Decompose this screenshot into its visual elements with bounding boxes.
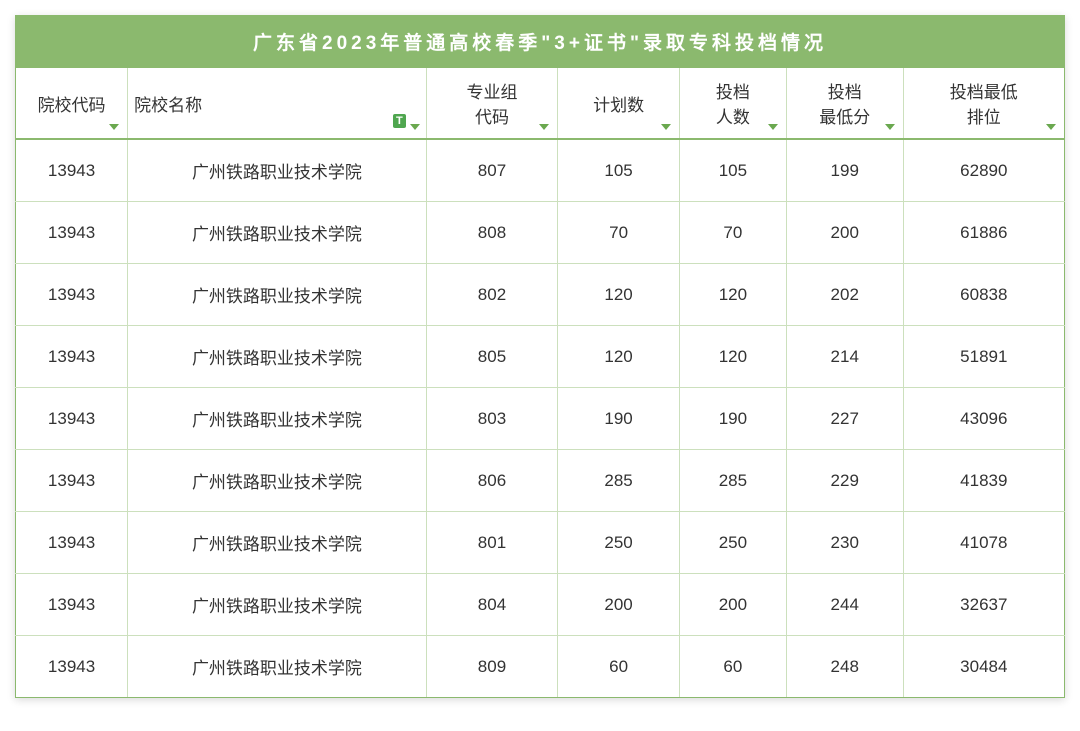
cell-min-score: 244 [786, 574, 903, 636]
table-row: 13943广州铁路职业技术学院80212012020260838 [16, 264, 1065, 326]
cell-major-group-code: 807 [426, 139, 558, 202]
header-label: 院校名称 [134, 96, 202, 115]
cell-school-code: 13943 [16, 512, 128, 574]
header-min-score[interactable]: 投档 最低分 [786, 68, 903, 140]
header-plan-count[interactable]: 计划数 [558, 68, 680, 140]
cell-admission-count: 60 [679, 636, 786, 698]
header-min-rank[interactable]: 投档最低 排位 [903, 68, 1064, 140]
cell-min-rank: 30484 [903, 636, 1064, 698]
cell-min-rank: 60838 [903, 264, 1064, 326]
cell-plan-count: 250 [558, 512, 680, 574]
cell-school-code: 13943 [16, 264, 128, 326]
cell-plan-count: 70 [558, 202, 680, 264]
cell-min-score: 248 [786, 636, 903, 698]
table-title: 广东省2023年普通高校春季"3+证书"录取专科投档情况 [16, 16, 1065, 68]
cell-school-code: 13943 [16, 636, 128, 698]
cell-plan-count: 120 [558, 264, 680, 326]
cell-admission-count: 120 [679, 264, 786, 326]
cell-admission-count: 120 [679, 326, 786, 388]
admission-table: 广东省2023年普通高校春季"3+证书"录取专科投档情况 院校代码 院校名称 T… [15, 15, 1065, 698]
cell-major-group-code: 803 [426, 388, 558, 450]
filter-dropdown-icon[interactable] [1046, 124, 1056, 130]
cell-school-code: 13943 [16, 202, 128, 264]
cell-min-rank: 51891 [903, 326, 1064, 388]
cell-major-group-code: 801 [426, 512, 558, 574]
header-label: 计划数 [593, 96, 644, 115]
cell-school-name: 广州铁路职业技术学院 [128, 450, 427, 512]
filter-dropdown-icon[interactable] [768, 124, 778, 130]
cell-school-name: 广州铁路职业技术学院 [128, 264, 427, 326]
text-badge-icon: T [393, 114, 406, 128]
table-row: 13943广州铁路职业技术学院80628528522941839 [16, 450, 1065, 512]
header-major-group-code[interactable]: 专业组 代码 [426, 68, 558, 140]
cell-plan-count: 105 [558, 139, 680, 202]
cell-admission-count: 105 [679, 139, 786, 202]
filter-dropdown-icon[interactable] [109, 124, 119, 130]
cell-plan-count: 60 [558, 636, 680, 698]
filter-dropdown-icon[interactable] [410, 124, 420, 130]
table-row: 13943广州铁路职业技术学院80319019022743096 [16, 388, 1065, 450]
cell-major-group-code: 802 [426, 264, 558, 326]
cell-min-score: 230 [786, 512, 903, 574]
cell-major-group-code: 808 [426, 202, 558, 264]
cell-major-group-code: 809 [426, 636, 558, 698]
table-row: 13943广州铁路职业技术学院80420020024432637 [16, 574, 1065, 636]
cell-min-rank: 32637 [903, 574, 1064, 636]
cell-plan-count: 200 [558, 574, 680, 636]
cell-min-rank: 61886 [903, 202, 1064, 264]
filter-dropdown-icon[interactable] [539, 124, 549, 130]
table-row: 13943广州铁路职业技术学院808707020061886 [16, 202, 1065, 264]
header-label: 投档最低 排位 [950, 78, 1018, 128]
cell-min-score: 199 [786, 139, 903, 202]
table-header-row: 院校代码 院校名称 T 专业组 代码 计划数 投档 人数 投档 最低分 [16, 68, 1065, 140]
cell-school-code: 13943 [16, 388, 128, 450]
cell-admission-count: 70 [679, 202, 786, 264]
cell-major-group-code: 805 [426, 326, 558, 388]
cell-min-rank: 43096 [903, 388, 1064, 450]
cell-school-name: 广州铁路职业技术学院 [128, 202, 427, 264]
cell-min-score: 200 [786, 202, 903, 264]
table-row: 13943广州铁路职业技术学院80512012021451891 [16, 326, 1065, 388]
cell-school-code: 13943 [16, 139, 128, 202]
cell-min-score: 229 [786, 450, 903, 512]
cell-school-name: 广州铁路职业技术学院 [128, 636, 427, 698]
cell-min-rank: 41078 [903, 512, 1064, 574]
cell-school-code: 13943 [16, 574, 128, 636]
cell-min-score: 227 [786, 388, 903, 450]
filter-dropdown-icon[interactable] [661, 124, 671, 130]
cell-major-group-code: 806 [426, 450, 558, 512]
cell-min-rank: 41839 [903, 450, 1064, 512]
cell-admission-count: 190 [679, 388, 786, 450]
cell-admission-count: 285 [679, 450, 786, 512]
cell-major-group-code: 804 [426, 574, 558, 636]
cell-school-code: 13943 [16, 326, 128, 388]
cell-school-name: 广州铁路职业技术学院 [128, 139, 427, 202]
header-school-name[interactable]: 院校名称 T [128, 68, 427, 140]
cell-plan-count: 285 [558, 450, 680, 512]
header-label: 院校代码 [38, 96, 106, 115]
cell-school-name: 广州铁路职业技术学院 [128, 388, 427, 450]
table-body: 13943广州铁路职业技术学院8071051051996289013943广州铁… [16, 139, 1065, 698]
cell-school-name: 广州铁路职业技术学院 [128, 574, 427, 636]
cell-admission-count: 250 [679, 512, 786, 574]
filter-dropdown-icon[interactable] [885, 124, 895, 130]
cell-min-rank: 62890 [903, 139, 1064, 202]
header-admission-count[interactable]: 投档 人数 [679, 68, 786, 140]
cell-admission-count: 200 [679, 574, 786, 636]
cell-min-score: 214 [786, 326, 903, 388]
cell-plan-count: 120 [558, 326, 680, 388]
cell-min-score: 202 [786, 264, 903, 326]
header-label: 专业组 代码 [466, 78, 517, 128]
cell-school-name: 广州铁路职业技术学院 [128, 326, 427, 388]
header-school-code[interactable]: 院校代码 [16, 68, 128, 140]
cell-school-code: 13943 [16, 450, 128, 512]
header-label: 投档 最低分 [819, 78, 870, 128]
header-label: 投档 人数 [716, 78, 750, 128]
table-row: 13943广州铁路职业技术学院80710510519962890 [16, 139, 1065, 202]
cell-plan-count: 190 [558, 388, 680, 450]
cell-school-name: 广州铁路职业技术学院 [128, 512, 427, 574]
table-row: 13943广州铁路职业技术学院809606024830484 [16, 636, 1065, 698]
table-row: 13943广州铁路职业技术学院80125025023041078 [16, 512, 1065, 574]
